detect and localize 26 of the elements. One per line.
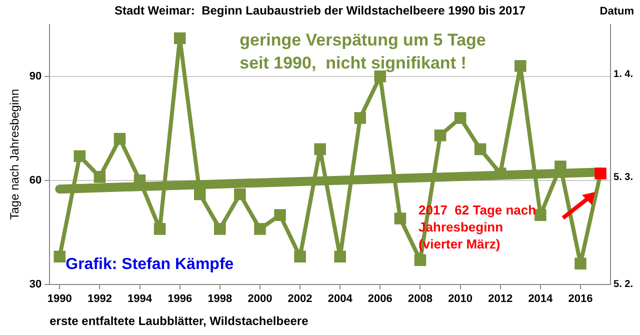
x-tick-label: 2002 <box>288 293 312 306</box>
y-axis-title: Tage nach Jahresbeginn <box>8 89 22 220</box>
x-tick-label: 2008 <box>408 293 432 306</box>
y2-tick-label: 5. 3. <box>614 172 634 184</box>
x-tick-label: 2000 <box>248 293 272 306</box>
y2-tick-label: 5. 2. <box>614 279 634 290</box>
x-tick-label: 2004 <box>328 293 354 306</box>
x-axis-title: erste entfaltete Laubblätter, Wildstachelbeere <box>50 314 309 328</box>
x-tick-label: 2016 <box>568 293 593 306</box>
y2-tick-label: 1. 4. <box>614 68 634 80</box>
x-tick-label: 1996 <box>168 293 192 306</box>
x-tick-label: 2006 <box>368 293 392 306</box>
y-tick-label: 60 <box>29 174 42 186</box>
x-tick-label: 2014 <box>528 293 554 306</box>
x-tick-label: 2012 <box>488 293 513 306</box>
x-tick-label: 1994 <box>128 293 153 306</box>
y-tick-label: 30 <box>29 278 42 290</box>
annotation: geringe Verspätung um 5 Tage seit 1990, nicht signifikant ! <box>240 30 486 73</box>
chart-title: Stadt Weimar: Beginn Laubaustrieb der Wildstachelbeere 1990 bis 2017 <box>114 4 526 18</box>
y-tick-label: 90 <box>29 70 42 82</box>
x-tick-label: 2010 <box>448 293 473 306</box>
x-tick-label: 1992 <box>87 293 112 306</box>
y2-axis-title: Datum <box>600 6 634 18</box>
annotation: Grafik: Stefan Kämpfe <box>66 256 234 273</box>
x-tick-label: 1990 <box>47 293 72 306</box>
x-tick-label: 1998 <box>208 293 232 306</box>
